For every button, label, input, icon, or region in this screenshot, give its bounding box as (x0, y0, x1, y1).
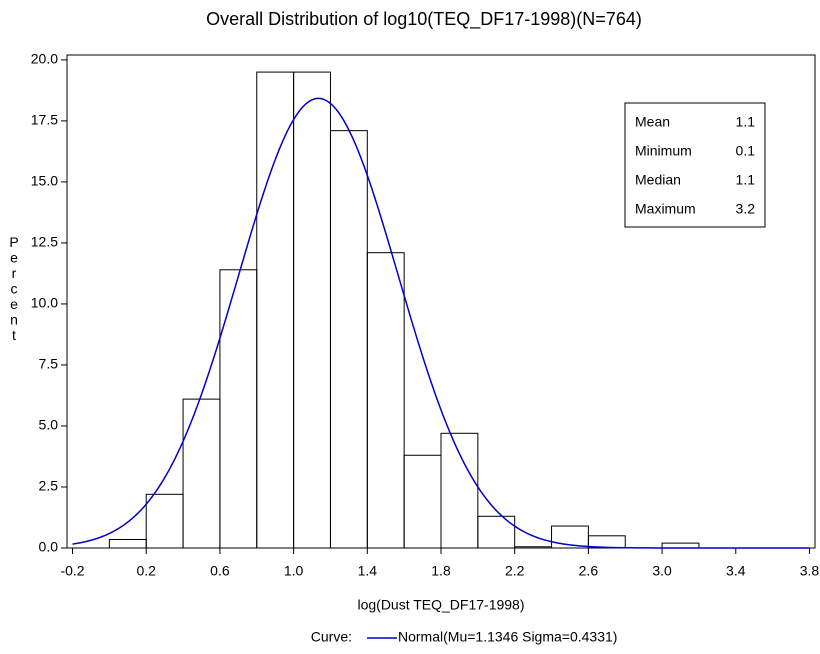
x-axis-label: log(Dust TEQ_DF17-1998) (357, 597, 524, 613)
normal-curve (72, 97, 810, 549)
x-tick-label: 0.6 (210, 563, 230, 579)
legend-label: Normal(Mu=1.1346 Sigma=0.4331) (398, 629, 617, 645)
stats-value: 3.2 (736, 201, 756, 217)
y-tick-label: 12.5 (31, 234, 58, 250)
stats-value: 0.1 (736, 143, 756, 159)
y-tick-label: 17.5 (31, 112, 58, 128)
y-tick-label: 7.5 (39, 356, 59, 372)
y-tick-label: 10.0 (31, 295, 58, 311)
stats-box (624, 102, 766, 228)
y-tick-label: 15.0 (31, 173, 58, 189)
stats-value: 1.1 (736, 172, 756, 188)
y-tick-label: 20.0 (31, 51, 58, 67)
chart-title: Overall Distribution of log10(TEQ_DF17-1… (206, 9, 642, 30)
legend-title: Curve: (311, 629, 352, 645)
x-tick-label: 3.4 (726, 563, 746, 579)
bar (366, 252, 405, 549)
stats-label: Mean (635, 114, 670, 130)
x-tick-label: 1.4 (358, 563, 378, 579)
x-tick-label: -0.2 (60, 563, 84, 579)
stats-label: Maximum (635, 201, 696, 217)
stats-label: Median (635, 172, 681, 188)
stats-value: 1.1 (736, 114, 756, 130)
x-tick-label: 1.0 (284, 563, 304, 579)
bar (477, 515, 516, 549)
x-tick-label: 1.8 (431, 563, 451, 579)
x-tick-label: 2.6 (579, 563, 599, 579)
x-tick-label: 0.2 (136, 563, 156, 579)
y-tick-label: 2.5 (39, 478, 59, 494)
bar (440, 432, 479, 549)
x-tick-label: 3.0 (652, 563, 672, 579)
y-tick-label: 5.0 (39, 417, 59, 433)
y-tick-label: 0.0 (39, 539, 59, 555)
stats-label: Minimum (635, 143, 692, 159)
x-tick-label: 2.2 (505, 563, 525, 579)
x-tick-label: 3.8 (800, 563, 820, 579)
